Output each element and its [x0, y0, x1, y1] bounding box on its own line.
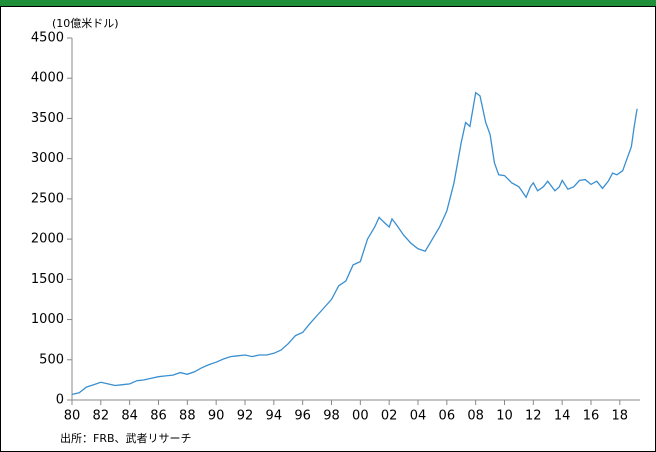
x-tick-label: 08	[467, 409, 484, 424]
x-tick-label: 92	[237, 409, 254, 424]
x-tick-label: 84	[121, 409, 138, 424]
unit-label: (10億米ドル)	[52, 17, 119, 30]
y-tick-label: 2500	[31, 191, 64, 206]
y-tick-label: 1000	[31, 312, 64, 327]
x-tick-label: 06	[439, 409, 456, 424]
x-tick-label: 02	[381, 409, 398, 424]
x-tick-label: 96	[294, 409, 311, 424]
frame	[0, 6, 656, 452]
y-tick-label: 2000	[31, 232, 64, 247]
y-tick-label: 3000	[31, 151, 64, 166]
x-tick-label: 10	[496, 409, 513, 424]
y-tick-label: 3500	[31, 111, 64, 126]
x-tick-label: 90	[208, 409, 225, 424]
y-tick-label: 0	[56, 393, 64, 408]
data-line	[71, 91, 638, 396]
x-tick-label: 86	[150, 409, 167, 424]
x-tick-label: 12	[525, 409, 542, 424]
x-tick-label: 14	[554, 409, 571, 424]
x-tick-label: 16	[583, 409, 600, 424]
y-tick-label: 4000	[31, 71, 64, 86]
y-tick-label: 500	[39, 352, 64, 367]
y-tick-label: 4500	[31, 31, 64, 46]
x-tick-label: 94	[266, 409, 283, 424]
x-tick-label: 82	[93, 409, 110, 424]
y-tick-label: 1500	[31, 272, 64, 287]
x-tick-label: 88	[179, 409, 196, 424]
x-tick-label: 00	[352, 409, 369, 424]
source: 出所：FRB、武者リサーチ	[60, 431, 192, 445]
x-tick-label: 98	[323, 409, 340, 424]
header-bar	[0, 0, 656, 6]
x-tick-label: 04	[410, 409, 427, 424]
x-tick-label: 18	[612, 409, 629, 424]
x-tick-label: 80	[64, 409, 81, 424]
